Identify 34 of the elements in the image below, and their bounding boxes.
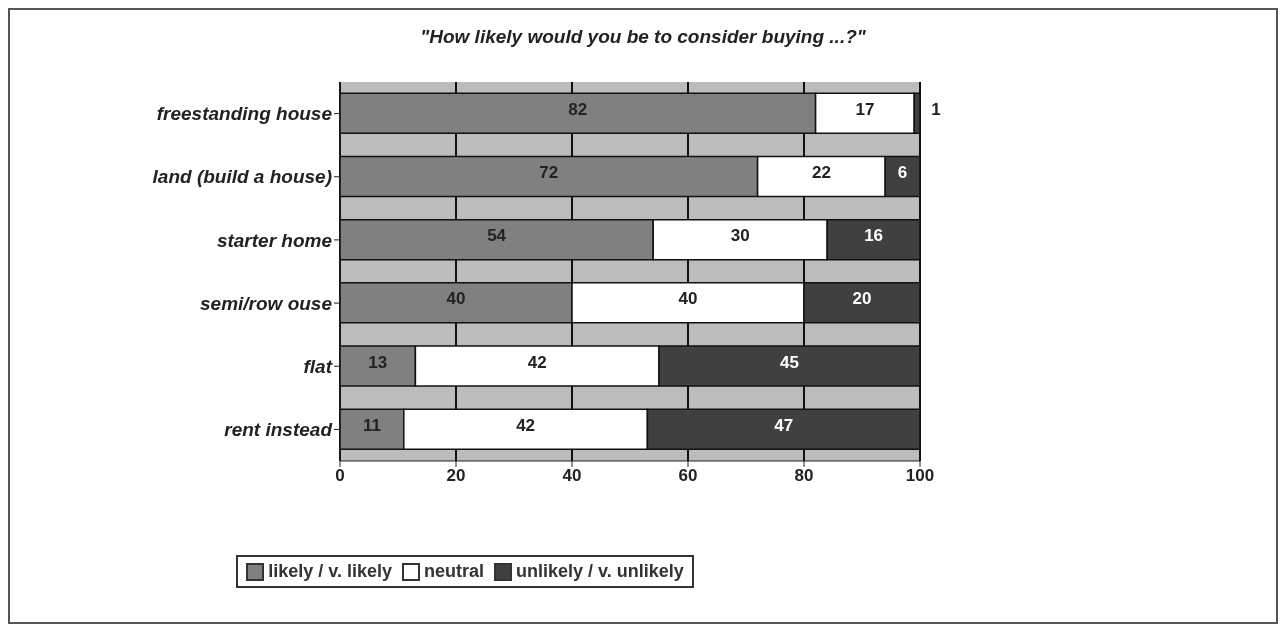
data-label: 82 [568, 99, 588, 119]
data-label: 16 [864, 226, 884, 246]
data-label: 30 [730, 226, 750, 246]
legend-label: unlikely / v. unlikely [516, 561, 684, 582]
data-label: 45 [780, 352, 799, 372]
data-label: 1 [931, 99, 941, 119]
y-tick-label: land (build a house) [152, 166, 332, 188]
y-tick-label: freestanding house [156, 103, 333, 125]
y-tick-label: flat [303, 355, 333, 377]
x-tick-label: 100 [905, 466, 935, 486]
data-label: 42 [527, 352, 547, 372]
x-tick-label: 40 [562, 466, 582, 486]
y-tick-label: rent instead [224, 419, 333, 441]
data-label: 72 [539, 163, 559, 183]
y-tick-label: starter home [216, 229, 333, 251]
data-label: 42 [516, 415, 536, 435]
x-tick-label: 60 [678, 466, 698, 486]
data-label: 40 [446, 289, 466, 309]
x-tick-label: 0 [335, 466, 345, 486]
y-tick-label: semi/row ouse [200, 292, 333, 314]
data-label: 22 [811, 163, 831, 183]
data-label: 6 [897, 163, 908, 183]
data-label: 20 [852, 289, 872, 309]
data-label: 13 [368, 352, 388, 372]
data-label: 40 [678, 289, 698, 309]
data-label: 11 [362, 415, 381, 435]
x-tick-label: 80 [794, 466, 814, 486]
data-label: 17 [855, 99, 875, 119]
legend-label: neutral [424, 561, 485, 582]
legend-label: likely / v. likely [268, 561, 392, 582]
data-label: 54 [487, 226, 507, 246]
chart-title: "How likely would you be to consider buying ...?" [419, 26, 867, 48]
data-label: 47 [774, 415, 794, 435]
x-tick-label: 20 [446, 466, 466, 486]
